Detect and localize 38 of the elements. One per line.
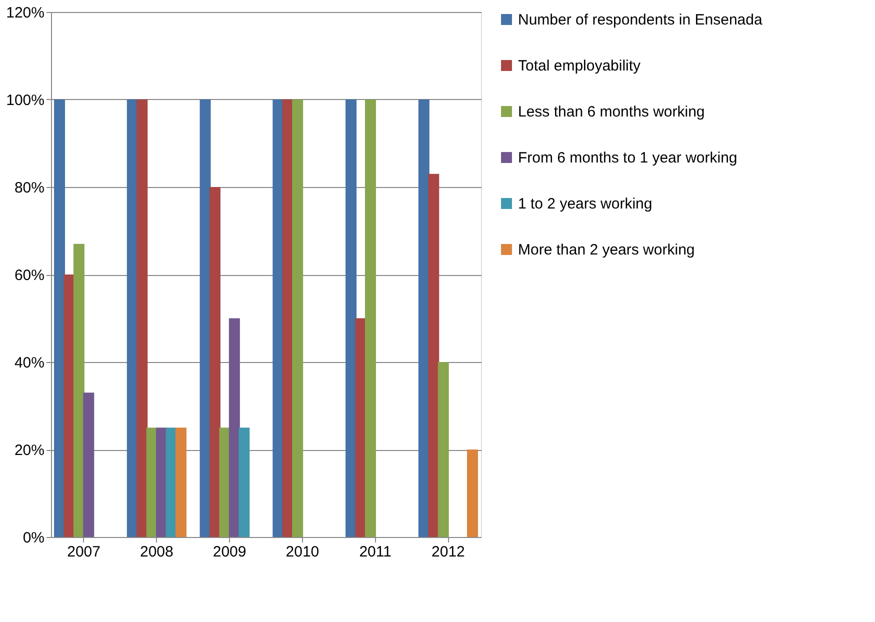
y-tick-label: 40%	[14, 354, 44, 372]
bar	[156, 428, 168, 537]
bar	[238, 428, 250, 537]
x-tick-label: 2011	[359, 544, 392, 560]
bar	[136, 100, 148, 537]
bar	[355, 318, 366, 537]
legend-label: 1 to 2 years working	[518, 196, 652, 212]
x-tick-label: 2009	[212, 544, 246, 560]
bar	[346, 100, 357, 537]
bar	[209, 187, 220, 537]
x-tick-label: 2010	[286, 544, 320, 560]
legend-label: Number of respondents in Ensenada	[518, 12, 763, 28]
bar	[64, 274, 75, 537]
y-tick-label: 20%	[14, 442, 44, 459]
y-tick-label: 80%	[14, 180, 44, 196]
legend-label: More than 2 years working	[518, 242, 695, 258]
y-tick-label: 60%	[14, 267, 44, 284]
x-tick-label: 2008	[140, 544, 174, 560]
legend-label: Less than 6 months working	[518, 104, 705, 120]
x-tick-label: 2012	[432, 544, 465, 560]
y-tick-label: 0%	[22, 530, 44, 546]
bar	[364, 100, 376, 537]
legend-label: Total employability	[518, 58, 642, 74]
bar	[438, 362, 449, 537]
bar	[228, 318, 240, 537]
bar	[175, 428, 186, 537]
bar	[292, 100, 304, 537]
bar	[428, 174, 440, 537]
bar	[466, 450, 478, 537]
bar	[73, 244, 84, 537]
y-tick-label: 100%	[6, 92, 44, 109]
bar	[272, 100, 284, 537]
legend-label: From 6 months to 1 year working	[518, 150, 738, 166]
bar	[83, 392, 94, 537]
bar	[54, 100, 66, 537]
bar	[219, 428, 230, 537]
y-tick-label: 120%	[6, 4, 44, 22]
x-tick-label: 2007	[67, 544, 100, 560]
